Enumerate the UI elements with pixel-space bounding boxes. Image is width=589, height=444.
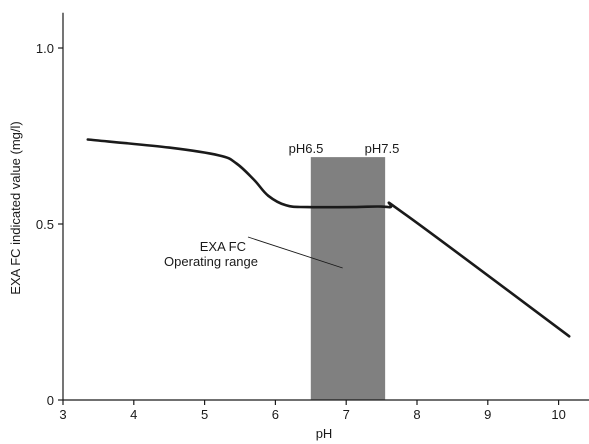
x-axis-title: pH: [316, 426, 333, 441]
x-tick-label: 8: [413, 407, 420, 422]
x-tick-label: 7: [343, 407, 350, 422]
x-tick-label: 4: [130, 407, 137, 422]
ph-6-5-label: pH6.5: [289, 141, 324, 156]
ph-7-5-label: pH7.5: [365, 141, 400, 156]
x-tick-label: 6: [272, 407, 279, 422]
operating-range-label-line2: Operating range: [164, 254, 258, 269]
x-tick-label: 10: [551, 407, 565, 422]
x-tick-label: 5: [201, 407, 208, 422]
y-tick-label: 0.5: [36, 217, 54, 232]
operating-range-band: [310, 157, 386, 400]
y-axis-title: EXA FC indicated value (mg/l): [8, 121, 23, 294]
x-tick-label: 3: [59, 407, 66, 422]
operating-range-pointer: [247, 236, 343, 269]
y-tick-label: 0: [47, 393, 54, 408]
x-tick-label: 9: [484, 407, 491, 422]
operating-range-label-line1: EXA FC: [200, 239, 246, 254]
indicated-value-line: [86, 138, 571, 338]
y-tick-label: 1.0: [36, 41, 54, 56]
